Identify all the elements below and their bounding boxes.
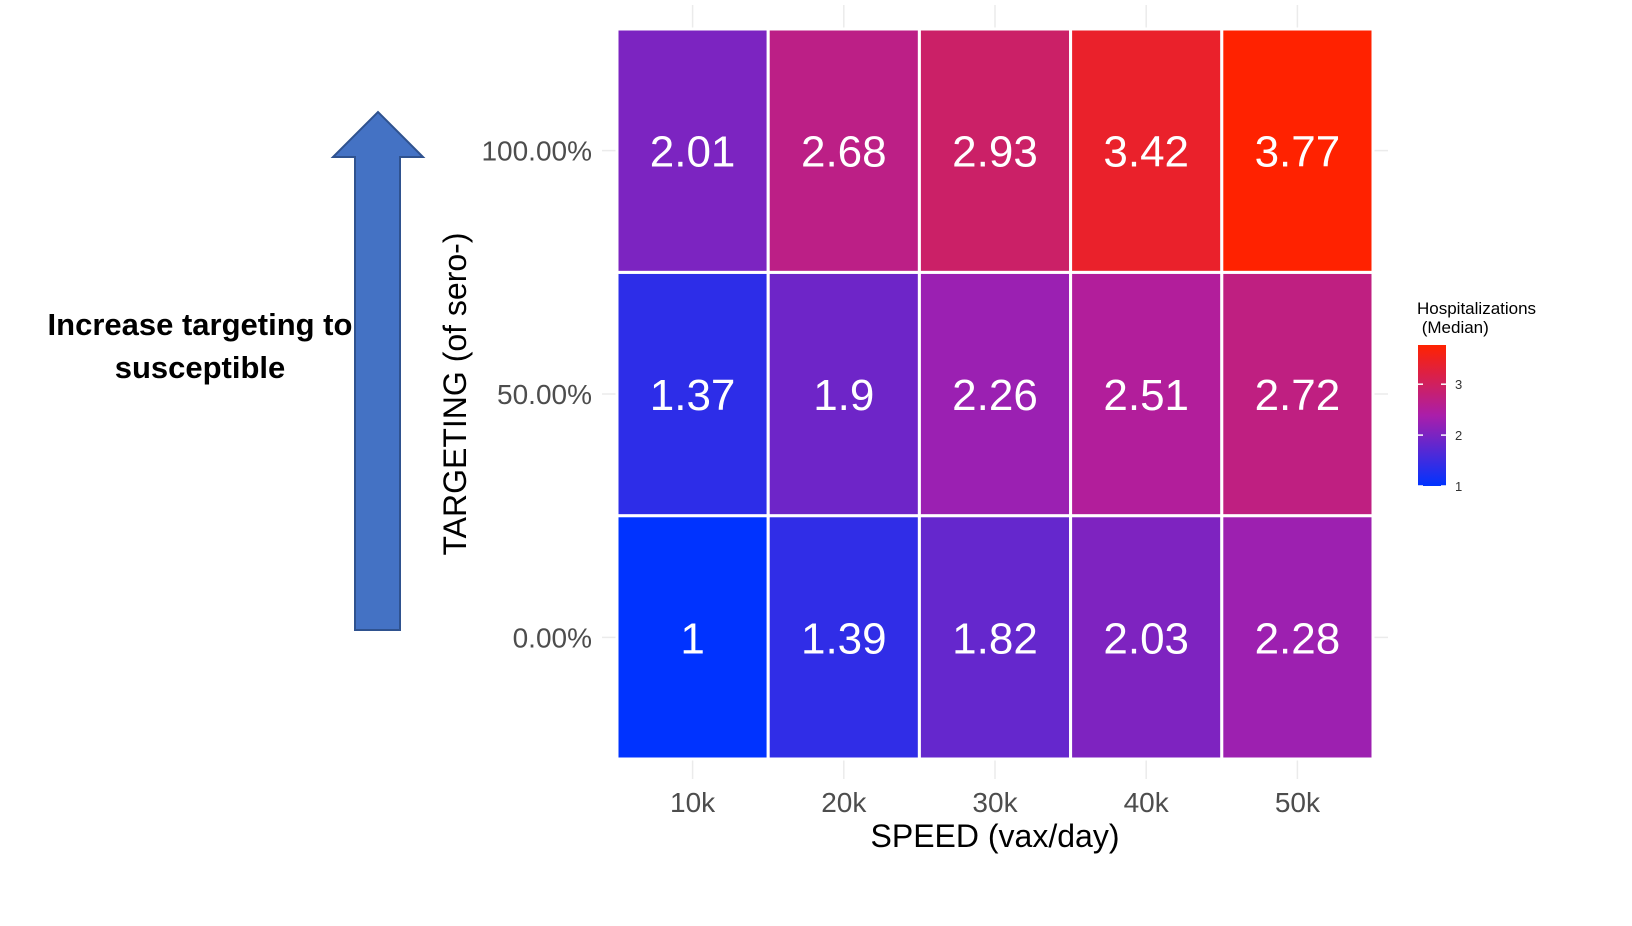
legend-tick-label: 1	[1455, 479, 1462, 494]
x-tick-label: 50k	[1275, 787, 1321, 818]
cell-value-label: 2.93	[952, 128, 1038, 177]
x-tick-label: 20k	[821, 787, 867, 818]
heatmap-cell	[917, 514, 1073, 761]
cell-value-label: 1.39	[801, 614, 887, 663]
cell-value-label: 2.28	[1255, 614, 1341, 663]
heatmap-cell	[917, 27, 1073, 274]
cell-value-label: 2.51	[1103, 371, 1189, 420]
cell-value-label: 1	[680, 614, 704, 663]
x-tick-label: 40k	[1124, 787, 1170, 818]
cell-value-label: 3.77	[1255, 128, 1341, 177]
annotation-line-2: susceptible	[114, 350, 286, 385]
cell-value-label: 1.9	[813, 371, 874, 420]
cell-value-label: 2.03	[1103, 614, 1189, 663]
cell-value-label: 1.82	[952, 614, 1038, 663]
legend: Hospitalizations (Median) 1 2 3	[1417, 299, 1536, 494]
cell-value-label: 2.26	[952, 371, 1038, 420]
cell-value-label: 2.72	[1255, 371, 1341, 420]
y-axis-title: TARGETING (of sero-)	[437, 233, 473, 556]
y-tick-label: 50.00%	[497, 379, 592, 410]
heatmap-cell	[1220, 27, 1375, 274]
cell-value-labels: 1 1.39 1.82 2.03 2.28 1.37 1.9 2.26 2.51 2.72 2.01…	[650, 128, 1340, 664]
cell-value-label: 2.01	[650, 128, 736, 177]
heatmap-cell	[615, 27, 770, 274]
heatmap-cell	[615, 270, 770, 518]
axes: 10k 20k 30k 40k 50k 0.00% 50.00% 100.00% SPEED (…	[437, 136, 1321, 854]
y-tick-label: 100.00%	[481, 136, 592, 167]
legend-tick-label: 2	[1455, 428, 1462, 443]
heatmap-cell	[1220, 270, 1375, 518]
annotation-line-1: Increase targeting to	[47, 307, 353, 342]
annotation-text: Increase targeting to susceptible	[0, 303, 400, 389]
heatmap-cell	[766, 270, 921, 518]
up-arrow-icon	[330, 110, 426, 631]
heatmap-cell	[1069, 270, 1224, 518]
x-tick-label: 30k	[972, 787, 1018, 818]
legend-title: Hospitalizations	[1417, 299, 1536, 318]
y-tick-label: 0.00%	[513, 622, 592, 653]
heatmap-cell	[766, 27, 921, 274]
x-tick-label: 10k	[670, 787, 716, 818]
heatmap-cell	[917, 270, 1073, 518]
heatmap-cell	[1069, 27, 1224, 274]
legend-tick-label: 3	[1455, 377, 1462, 392]
heatmap-cell	[1220, 514, 1375, 761]
cell-value-label: 3.42	[1103, 128, 1189, 177]
up-arrow-shape	[330, 110, 426, 631]
cell-value-label: 2.68	[801, 128, 887, 177]
legend-colorbar	[1418, 345, 1446, 486]
cell-value-label: 1.37	[650, 371, 736, 420]
legend-subtitle: (Median)	[1417, 318, 1489, 337]
x-axis-title: SPEED (vax/day)	[871, 818, 1120, 854]
heatmap-cells	[615, 27, 1375, 761]
